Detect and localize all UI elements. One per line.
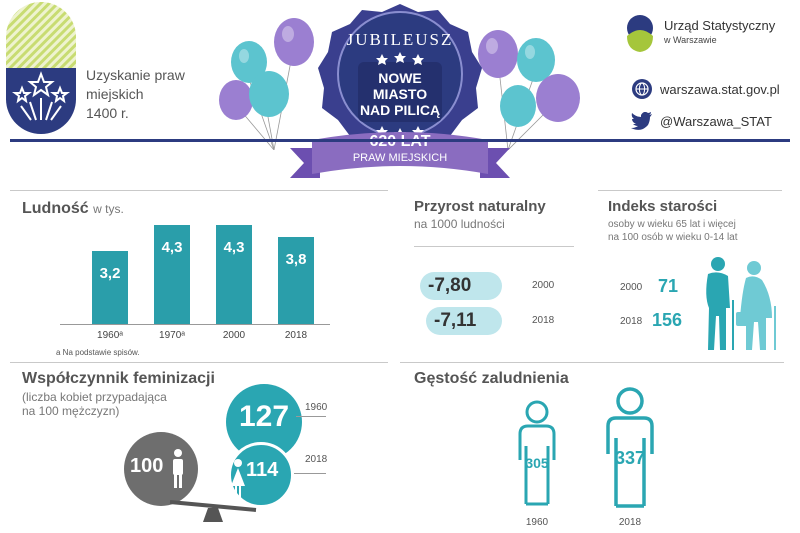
aging-subtitle: osoby w wieku 65 lat i więcej na 100 osó… <box>608 218 738 244</box>
population-bar-value: 3,8 <box>285 251 307 268</box>
growth-value-1: -7,80 <box>428 275 472 296</box>
growth-pill-1 <box>420 272 502 300</box>
aging-index-section: Indeks starości osoby w wieku 65 lat i w… <box>598 190 798 360</box>
feminization-value-1960: 127 <box>238 400 290 433</box>
badge-name-line-1: NOWE <box>378 70 422 86</box>
natural-growth-row-1: -7,80 2000 <box>420 272 570 300</box>
feminization-value-men: 100 <box>130 455 164 477</box>
density-value-2018: 337 <box>614 448 646 468</box>
header-divider <box>10 139 790 142</box>
badge-name-line-3: NAD PILICĄ <box>359 102 441 118</box>
feminization-circle-men <box>124 432 198 506</box>
natural-growth-row-2: -7,11 2018 <box>420 307 570 335</box>
city-rights-year: 1400 r. <box>86 105 129 121</box>
twitter-handle[interactable]: @Warszawa_STAT <box>660 114 772 129</box>
population-unit: w tys. <box>93 202 124 216</box>
density-top-rule <box>400 362 784 363</box>
density-value-1960: 305 <box>525 455 549 471</box>
population-title: Ludność <box>22 200 89 217</box>
feminization-subtitle-line-2: na 100 mężczyzn) <box>22 404 120 418</box>
aging-year-1: 2000 <box>620 282 643 293</box>
growth-pill-2 <box>426 307 502 335</box>
growth-value-2: -7,11 <box>434 310 477 331</box>
population-bar-value: 4,3 <box>161 239 183 256</box>
man-icon <box>173 449 183 488</box>
population-bar-value: 3,2 <box>99 265 121 282</box>
balloons-left-icon <box>219 18 314 150</box>
ribbon-big-label: 620 LAT <box>310 133 490 151</box>
office-name: Urząd Statystyczny <box>664 18 776 33</box>
elderly-couple-icon <box>706 257 776 350</box>
density-title: Gęstość zaludnienia <box>414 370 569 387</box>
feminization-year-2018: 2018 <box>305 454 328 465</box>
population-title-wrap: Ludność w tys. <box>22 200 124 218</box>
ribbon-icon <box>290 132 510 178</box>
aging-title: Indeks starości <box>608 198 718 215</box>
aging-subtitle-line-2: na 100 osób w wieku 0-14 lat <box>608 232 738 243</box>
office-logo-icon <box>627 15 653 52</box>
city-rights-line-2: miejskich <box>86 86 144 102</box>
badge-name-line-2: MIASTO <box>372 86 428 102</box>
population-bar: 3,8 <box>278 237 314 324</box>
aging-year-2: 2018 <box>620 316 643 327</box>
population-bar-chart: 3,2 1960ᵃ 4,3 1970ᵃ 4,3 2000 3,8 2018 <box>0 190 390 360</box>
feminization-line-1960 <box>296 416 326 417</box>
population-top-rule <box>10 190 388 191</box>
natural-growth-title: Przyrost naturalny <box>414 198 546 215</box>
woman-icon <box>231 459 245 498</box>
twitter-icon <box>631 112 652 130</box>
population-bar: 4,3 <box>154 225 190 324</box>
population-x-label: 1970ᵃ <box>159 330 185 341</box>
feminization-title: Współczynnik feminizacji <box>22 370 215 387</box>
feminization-line-2018 <box>294 473 326 474</box>
population-footnote: a Na podstawie spisów. <box>56 348 140 357</box>
globe-icon <box>632 79 652 99</box>
fireworks-emblem-icon <box>6 2 76 134</box>
density-section: Gęstość zaludnienia 305 1960 337 2018 <box>400 362 790 533</box>
population-axis-line <box>60 324 330 325</box>
growth-year-2: 2018 <box>532 315 555 326</box>
ribbon-small-label: PRAW MIEJSKICH <box>352 152 448 164</box>
website-link[interactable]: warszawa.stat.gov.pl <box>660 82 780 97</box>
feminization-top-rule <box>10 362 388 363</box>
density-year-2018: 2018 <box>618 517 642 528</box>
seesaw-icon <box>169 500 257 522</box>
city-rights-text: Uzyskanie praw miejskich 1400 r. <box>86 66 185 123</box>
office-city: w Warszawie <box>664 35 717 45</box>
feminization-subtitle: (liczba kobiet przypadająca na 100 mężcz… <box>22 390 167 418</box>
person-outline-2018-icon <box>606 387 654 508</box>
natural-growth-subtitle: na 1000 ludności <box>414 217 505 231</box>
feminization-section: Współczynnik feminizacji (liczba kobiet … <box>0 362 390 533</box>
population-x-label: 1960ᵃ <box>97 330 123 341</box>
feminization-subtitle-line-1: (liczba kobiet przypadająca <box>22 390 167 404</box>
natural-growth-rule <box>414 246 574 247</box>
feminization-year-1960: 1960 <box>305 402 328 413</box>
natural-growth-section: Przyrost naturalny na 1000 ludności -7,8… <box>400 190 580 350</box>
growth-year-1: 2000 <box>532 280 555 291</box>
population-section: Ludność w tys. 3,2 1960ᵃ 4,3 1970ᵃ 4,3 2000 3,… <box>0 190 390 360</box>
population-bar: 3,2 <box>92 251 128 324</box>
aging-value-1: 71 <box>658 276 679 296</box>
feminization-value-2018: 114 <box>246 459 279 481</box>
person-outline-1960-icon <box>518 400 556 506</box>
aging-subtitle-line-1: osoby w wieku 65 lat i więcej <box>608 219 736 230</box>
header: Uzyskanie praw miejskich 1400 r. <box>0 0 800 178</box>
aging-top-rule <box>598 190 782 191</box>
population-bar: 4,3 <box>216 225 252 324</box>
population-x-label: 2018 <box>284 330 308 341</box>
density-year-1960: 1960 <box>525 517 549 528</box>
jubilee-badge-icon <box>318 4 482 148</box>
aging-value-2: 156 <box>652 310 683 330</box>
city-rights-line-1: Uzyskanie praw <box>86 67 185 83</box>
population-x-label: 2000 <box>222 330 246 341</box>
population-bar-value: 4,3 <box>223 239 245 256</box>
badge-name: NOWE MIASTO NAD PILICĄ <box>350 70 450 118</box>
badge-top-label: JUBILEUSZ <box>346 30 454 49</box>
